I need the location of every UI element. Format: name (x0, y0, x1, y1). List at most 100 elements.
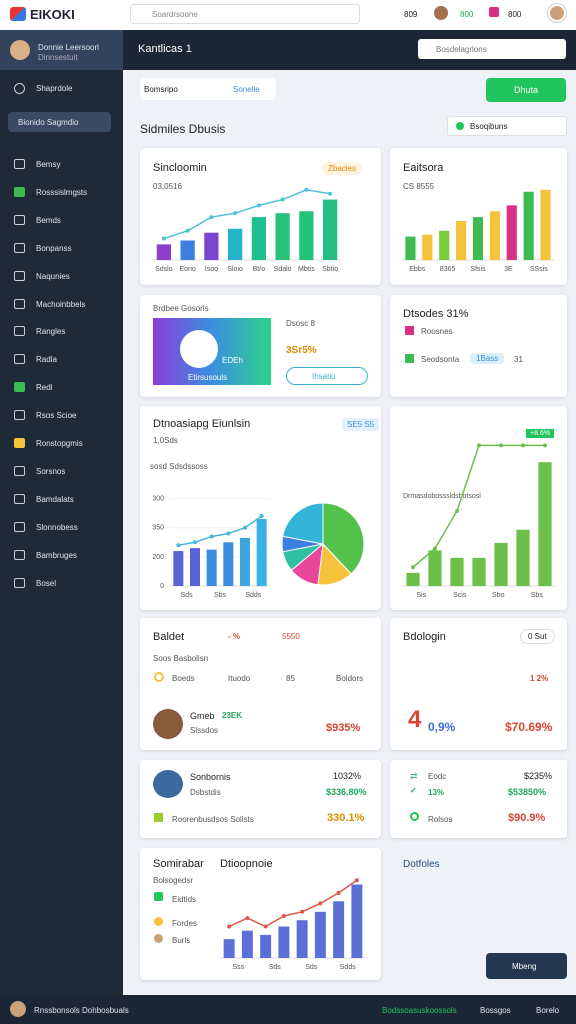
sidebar (0, 30, 123, 995)
row: Seodsonta (421, 355, 460, 364)
person-sub: Slssdos (190, 726, 219, 735)
box-value: EDEh (222, 356, 243, 365)
icon (405, 354, 414, 363)
x-tick-label: Scis (453, 592, 467, 599)
nav-item[interactable]: Bonpanss (36, 243, 72, 253)
nav-item[interactable]: Naqunies (36, 271, 70, 281)
header-search-text: Bosdelagrlons (436, 45, 487, 54)
line-point (281, 914, 286, 918)
top-item[interactable]: 800 (508, 10, 522, 19)
nav-item[interactable]: Rangles (36, 327, 66, 337)
nav-icon (14, 83, 25, 94)
nav-item[interactable]: Rsos Scioe (36, 411, 77, 421)
card (140, 760, 381, 838)
nav-item[interactable]: Machoinbbels (36, 299, 86, 309)
bar (472, 217, 484, 260)
card-title: Eaitsora (403, 162, 444, 174)
bar (439, 230, 450, 260)
icon (154, 934, 163, 943)
bar (296, 920, 308, 958)
bar (422, 234, 433, 260)
dropdown[interactable] (447, 116, 567, 136)
y-tick-label: 300 (152, 496, 164, 503)
top-item[interactable]: 809 (404, 10, 418, 19)
value: 3Sr5% (286, 345, 317, 356)
nav-item[interactable]: Ronstopgmis (36, 439, 83, 448)
nav-item[interactable]: Bemds (36, 215, 61, 225)
nav-item[interactable]: Bosel (36, 578, 57, 588)
nav-item[interactable]: Redl (36, 383, 53, 393)
nav-item[interactable]: Rosssislmgsts (36, 187, 88, 197)
card-sub: Bolsogedsr (153, 876, 194, 885)
profile-name: Donnie Leersoorl (38, 43, 99, 52)
nav-item[interactable]: Bambruges (36, 550, 77, 560)
y-tick-label: 200 (152, 554, 164, 561)
float-button[interactable] (486, 953, 567, 979)
card-title: Bdologin (403, 631, 446, 643)
line-point (455, 509, 459, 513)
footer-text: Bossgos (480, 1006, 511, 1015)
line-point (521, 443, 525, 448)
profile-sub: Dinnsestuit (38, 53, 78, 62)
line-point (328, 191, 333, 196)
bar (516, 529, 530, 586)
bar (406, 572, 420, 586)
nav-icon (14, 186, 25, 197)
x-tick-label: Sdds (340, 964, 356, 971)
nav-icon (14, 577, 25, 588)
nav-icon (14, 326, 25, 337)
bar (506, 205, 517, 260)
row: Eodc (428, 772, 447, 781)
nav-icon (14, 410, 25, 421)
outline-button[interactable] (286, 367, 368, 385)
dropdown-text: Bsoqibuns (470, 122, 508, 131)
nav-icon (14, 354, 25, 365)
button-text: Ihsatiu (312, 372, 336, 381)
y-tick-label: 350 (152, 525, 164, 532)
card-title: Dtsodes 31% (403, 308, 469, 320)
nav-icon (14, 242, 25, 253)
x-tick-label: Isoo (205, 266, 218, 273)
top-item[interactable]: 800 (460, 10, 474, 19)
search[interactable] (130, 4, 360, 24)
x-tick-label: Sdalo (274, 266, 292, 273)
nav-item[interactable]: Sorsnos (36, 466, 66, 476)
footer-text: Rnssbonsols Dohbosbuals (34, 1006, 129, 1015)
nav-primary[interactable]: Shaprdole (36, 84, 73, 93)
nav-active[interactable] (8, 112, 111, 132)
row: Rolsos (428, 815, 453, 824)
nav-item[interactable]: Slonnobess (36, 522, 78, 532)
nav-item[interactable]: Bemsy (36, 160, 61, 169)
x-tick-label: Ebbs (409, 266, 425, 273)
footer (0, 995, 576, 1024)
header-search[interactable] (418, 39, 566, 59)
card (390, 618, 567, 750)
line (163, 189, 331, 240)
line-point (226, 531, 231, 536)
avatar (10, 1001, 26, 1017)
avatar (434, 6, 448, 20)
icon (154, 672, 164, 682)
primary-button[interactable] (486, 78, 566, 102)
row-cell: 85 (286, 674, 295, 683)
nav-icon (14, 214, 25, 225)
bar (180, 240, 195, 260)
image (153, 770, 183, 798)
value: 1,0Sds (153, 436, 178, 445)
card (390, 295, 567, 397)
line-point (245, 916, 250, 921)
card (390, 148, 567, 285)
circle (180, 330, 218, 368)
line-point (209, 534, 214, 539)
line-point (433, 546, 437, 551)
line-point (280, 197, 285, 202)
x-tick-label: 3E (504, 266, 513, 273)
nav-item[interactable]: Radla (36, 355, 57, 365)
person-badge: 23EK (222, 711, 243, 720)
tab[interactable]: Sonelie (233, 85, 260, 94)
nav-item[interactable]: Bamdalats (36, 494, 74, 504)
card-title: Sonbornis (190, 772, 231, 782)
badge: Zbacies (322, 162, 363, 175)
tab[interactable]: Bomsripo (144, 85, 178, 94)
